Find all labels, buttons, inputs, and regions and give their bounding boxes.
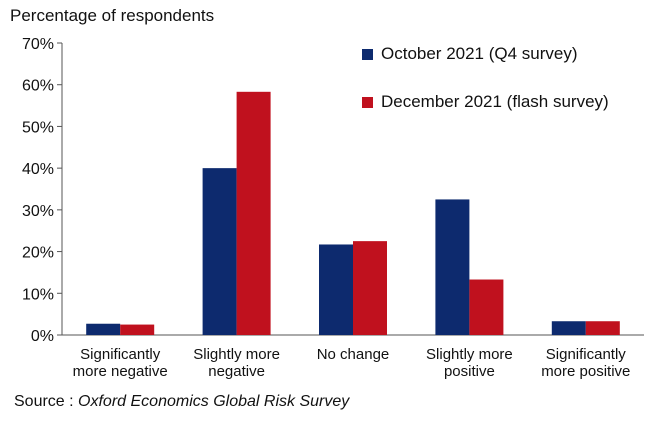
bar-december-4 bbox=[585, 321, 620, 335]
y-tick-label: 70% bbox=[22, 36, 54, 53]
bar-october-3 bbox=[435, 199, 470, 335]
category-label: Significantly more positive bbox=[541, 346, 630, 380]
bar-december-3 bbox=[469, 279, 504, 335]
y-tick-label: 40% bbox=[22, 161, 54, 178]
legend-item-october: October 2021 (Q4 survey) bbox=[362, 44, 609, 64]
bar-october-0 bbox=[86, 323, 121, 335]
category-label-line: more negative bbox=[73, 363, 168, 380]
y-tick-label: 30% bbox=[22, 203, 54, 220]
category-label-line: negative bbox=[208, 363, 265, 380]
bar-december-2 bbox=[353, 241, 387, 335]
bar-december-1 bbox=[236, 91, 271, 335]
category-label: No change bbox=[317, 346, 390, 363]
category-label: Slightly more negative bbox=[193, 346, 280, 380]
bar-october-2 bbox=[319, 244, 353, 335]
bar-october-1 bbox=[202, 168, 237, 335]
y-tick-label: 0% bbox=[31, 328, 54, 345]
category-label-line: Significantly bbox=[80, 346, 161, 363]
bar-december-0 bbox=[120, 324, 155, 335]
y-tick-label: 60% bbox=[22, 78, 54, 95]
source-note: Source : Oxford Economics Global Risk Su… bbox=[14, 393, 349, 411]
category-label: Slightly more positive bbox=[426, 346, 513, 380]
category-label-line: Slightly more bbox=[193, 346, 280, 363]
category-label-line: more positive bbox=[541, 363, 630, 380]
legend-swatch-october bbox=[362, 48, 373, 60]
source-prefix: Source : bbox=[14, 393, 79, 410]
legend-label-december: December 2021 (flash survey) bbox=[381, 92, 609, 111]
category-label-line: Significantly bbox=[546, 346, 627, 363]
legend-label-october: October 2021 (Q4 survey) bbox=[381, 44, 578, 63]
category-label-line: Slightly more bbox=[426, 346, 513, 363]
bar-october-4 bbox=[551, 321, 586, 335]
y-axis-title: Percentage of respondents bbox=[10, 6, 215, 25]
legend: October 2021 (Q4 survey) December 2021 (… bbox=[362, 44, 609, 140]
category-label-line: No change bbox=[317, 346, 390, 363]
y-tick-label: 20% bbox=[22, 245, 54, 262]
legend-swatch-december bbox=[362, 96, 373, 108]
y-tick-label: 50% bbox=[22, 119, 54, 136]
category-label-line: positive bbox=[444, 363, 495, 380]
source-text: Oxford Economics Global Risk Survey bbox=[78, 393, 350, 410]
y-tick-label: 10% bbox=[22, 286, 54, 303]
legend-item-december: December 2021 (flash survey) bbox=[362, 92, 609, 112]
category-label: Significantly more negative bbox=[73, 346, 168, 380]
